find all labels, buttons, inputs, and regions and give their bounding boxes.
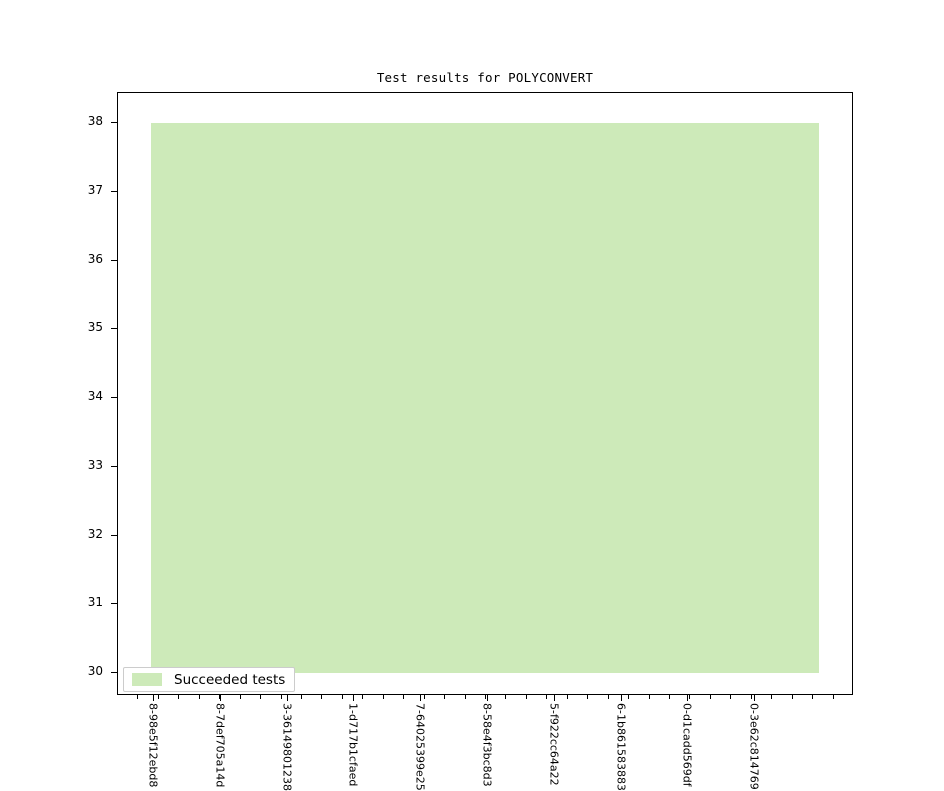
y-tick-mark bbox=[111, 259, 117, 261]
x-tick-label-text: 3-36149801238 bbox=[280, 703, 294, 791]
y-tick-label: 31 bbox=[87, 595, 103, 610]
x-tick-minor bbox=[525, 695, 527, 699]
x-tick-minor bbox=[791, 695, 793, 699]
x-tick-label-text: 0-d1cadd569df bbox=[680, 703, 694, 787]
y-tick-label: 35 bbox=[87, 320, 103, 335]
legend-swatch-succeeded-tests bbox=[132, 673, 162, 686]
x-tick-minor bbox=[362, 695, 364, 699]
x-tick-minor bbox=[219, 695, 221, 699]
y-tick-mark bbox=[111, 672, 117, 673]
legend-label-succeeded-tests: Succeeded tests bbox=[174, 671, 286, 688]
x-tick-minor bbox=[566, 695, 568, 699]
x-tick-minor bbox=[301, 695, 302, 699]
x-tick-major bbox=[420, 695, 422, 701]
chart-title: Test results for POLYCONVERT bbox=[376, 70, 594, 85]
x-tick-minor bbox=[341, 695, 343, 699]
x-tick-major bbox=[687, 695, 689, 701]
x-tick-minor bbox=[607, 695, 609, 699]
y-tick-label: 34 bbox=[87, 389, 103, 403]
x-tick-minor bbox=[812, 695, 814, 699]
x-tick-major bbox=[219, 695, 221, 701]
y-tick-label: 33 bbox=[87, 457, 103, 472]
x-tick-label-text: 8-98e5f12ebd8 bbox=[146, 703, 160, 788]
x-tick-minor bbox=[260, 695, 262, 699]
x-tick-label-text: 8-7def705a14d bbox=[213, 703, 227, 788]
x-tick-major bbox=[153, 695, 154, 701]
x-tick-label-text: 1-d717b1cfaed bbox=[346, 703, 360, 787]
x-tick-minor bbox=[464, 695, 466, 699]
x-tick-minor bbox=[587, 695, 589, 699]
x-tick-minor bbox=[730, 695, 732, 699]
x-tick-minor bbox=[485, 695, 486, 699]
x-tick-minor bbox=[280, 695, 282, 699]
x-tick-minor bbox=[750, 695, 752, 699]
plot-axes bbox=[117, 92, 853, 695]
x-tick-minor bbox=[321, 695, 323, 699]
y-tick-mark bbox=[111, 397, 117, 398]
x-tick-major bbox=[286, 695, 288, 701]
y-tick-label: 30 bbox=[87, 664, 103, 678]
x-tick-minor bbox=[832, 695, 834, 699]
y-tick-label: 36 bbox=[87, 251, 103, 266]
x-tick-minor bbox=[709, 695, 711, 699]
x-tick-minor bbox=[403, 695, 405, 699]
x-tick-label-text: 6-1b861583883 bbox=[614, 703, 628, 791]
y-tick-mark bbox=[111, 603, 117, 605]
y-tick-mark bbox=[111, 534, 117, 536]
y-tick-mark bbox=[111, 328, 117, 330]
x-tick-label-text: 7-64025399e25 bbox=[413, 703, 427, 791]
x-tick-minor bbox=[239, 695, 241, 699]
x-tick-minor bbox=[137, 695, 139, 699]
x-tick-minor bbox=[198, 695, 200, 699]
x-tick-minor bbox=[423, 695, 425, 699]
x-tick-major bbox=[553, 695, 555, 701]
y-tick-label: 37 bbox=[87, 182, 103, 197]
x-tick-major bbox=[353, 695, 355, 701]
x-tick-minor bbox=[628, 695, 630, 699]
x-tick-minor bbox=[648, 695, 650, 699]
plot-area bbox=[118, 93, 852, 694]
x-tick-major bbox=[620, 695, 622, 701]
x-tick-minor bbox=[382, 695, 384, 699]
x-tick-minor bbox=[444, 695, 446, 699]
x-tick-minor bbox=[178, 695, 180, 699]
x-tick-major bbox=[754, 695, 756, 701]
x-tick-minor bbox=[689, 695, 691, 699]
y-tick-mark bbox=[111, 190, 117, 192]
x-tick-minor bbox=[546, 695, 548, 699]
x-tick-major bbox=[487, 695, 488, 701]
legend: Succeeded tests bbox=[123, 667, 296, 692]
y-tick-mark bbox=[111, 122, 117, 123]
y-tick-label: 38 bbox=[87, 114, 103, 128]
x-tick-minor bbox=[157, 695, 159, 699]
y-tick-label: 32 bbox=[87, 526, 103, 541]
x-tick-minor bbox=[771, 695, 773, 699]
x-tick-label-text: 5-f922cc64a22 bbox=[547, 703, 561, 786]
series-area-succeeded-tests bbox=[151, 123, 819, 673]
y-tick-mark bbox=[111, 465, 117, 467]
x-tick-label-text: 8-58e4f3bc8d3 bbox=[480, 703, 494, 787]
x-tick-minor bbox=[669, 695, 670, 699]
x-tick-label-text: 0-3e62c814769 bbox=[747, 703, 761, 790]
x-tick-minor bbox=[505, 695, 507, 699]
